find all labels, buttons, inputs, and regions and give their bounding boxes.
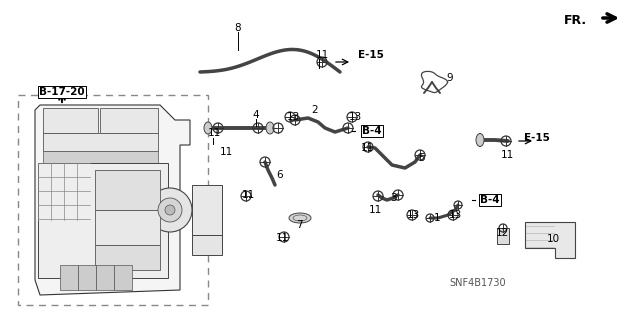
Bar: [18, 95, 208, 305]
Bar: [114, 265, 132, 290]
Bar: [43, 108, 98, 133]
Bar: [100, 108, 158, 133]
Text: B-17-20: B-17-20: [39, 87, 85, 97]
Bar: [96, 265, 114, 290]
Bar: [95, 210, 160, 245]
Text: 13: 13: [286, 112, 300, 122]
Circle shape: [148, 188, 192, 232]
Bar: [60, 265, 78, 290]
Text: B-4: B-4: [362, 126, 381, 136]
Ellipse shape: [204, 122, 212, 134]
Text: 4: 4: [253, 110, 259, 120]
Text: FR.: FR.: [564, 13, 587, 26]
Text: E-15: E-15: [524, 133, 550, 143]
Text: 11: 11: [220, 147, 232, 157]
Bar: [95, 245, 160, 270]
Text: 13: 13: [449, 210, 461, 220]
Circle shape: [158, 198, 182, 222]
Text: 11: 11: [369, 205, 381, 215]
Text: E-15: E-15: [358, 50, 384, 60]
Ellipse shape: [266, 122, 274, 134]
Bar: [43, 133, 158, 151]
Text: 7: 7: [296, 220, 302, 230]
Text: 6: 6: [276, 170, 284, 180]
Text: 5: 5: [418, 153, 424, 163]
Text: 11: 11: [360, 143, 374, 153]
Text: 13: 13: [406, 210, 420, 220]
Bar: [38, 163, 168, 278]
Text: 11: 11: [275, 233, 289, 243]
Text: 12: 12: [495, 228, 509, 238]
Text: 8: 8: [235, 23, 241, 33]
Text: 3: 3: [390, 193, 396, 203]
Text: B-4: B-4: [480, 195, 500, 205]
Text: 11: 11: [207, 128, 221, 138]
Text: B-17-20: B-17-20: [39, 87, 85, 97]
Polygon shape: [525, 222, 575, 258]
Text: 13: 13: [348, 112, 362, 122]
Bar: [497, 228, 509, 244]
Text: 2: 2: [312, 105, 318, 115]
Text: 9: 9: [446, 73, 452, 83]
Ellipse shape: [289, 213, 311, 223]
Text: 11: 11: [500, 150, 514, 160]
Ellipse shape: [476, 133, 484, 146]
Text: 11: 11: [316, 50, 328, 60]
Circle shape: [165, 205, 175, 215]
Polygon shape: [35, 105, 190, 295]
Text: SNF4B1730: SNF4B1730: [450, 278, 506, 288]
Text: 10: 10: [547, 234, 559, 244]
Bar: [192, 235, 222, 255]
Text: 11: 11: [241, 190, 255, 200]
Bar: [43, 151, 158, 163]
Bar: [78, 265, 96, 290]
Bar: [192, 185, 222, 235]
Bar: [95, 170, 160, 210]
Text: 1: 1: [434, 213, 440, 223]
